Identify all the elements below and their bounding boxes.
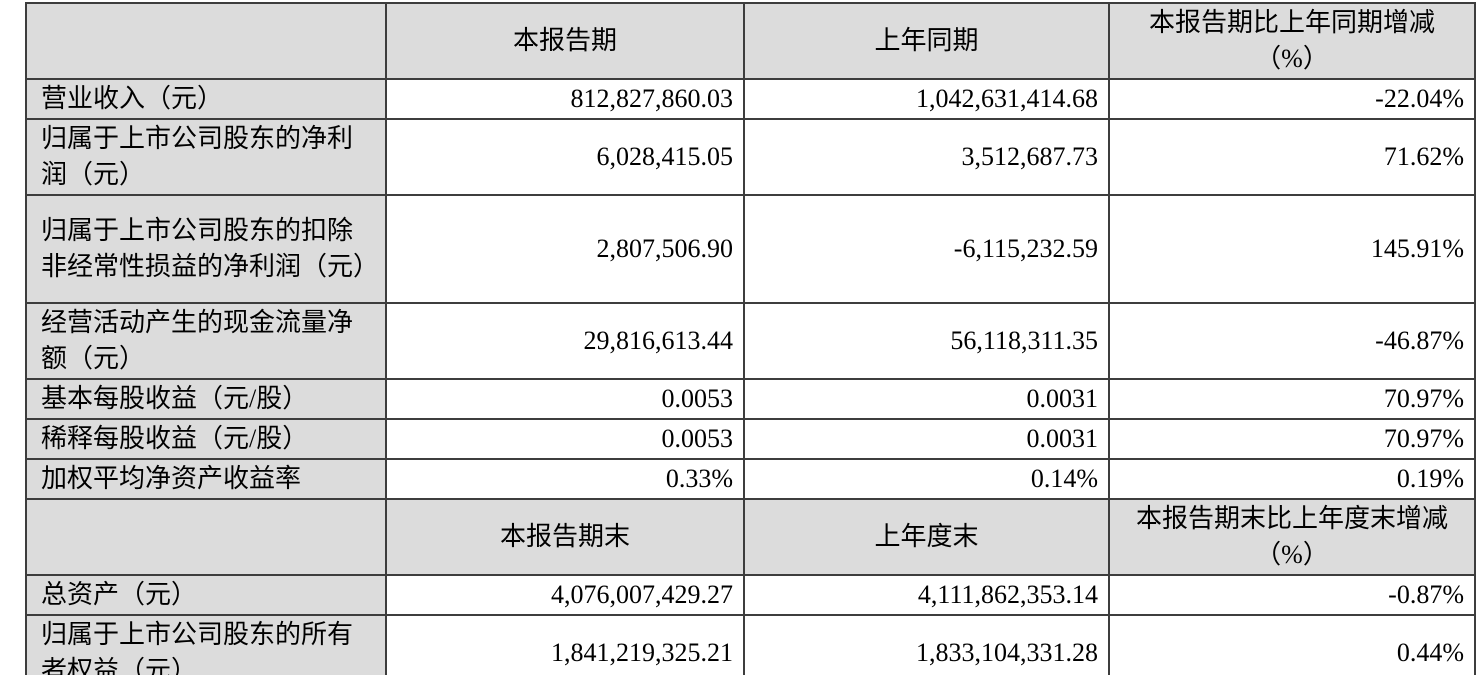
row-label: 经营活动产生的现金流量净额（元） bbox=[25, 302, 387, 380]
prior-value: 0.0031 bbox=[743, 418, 1110, 460]
current-value: 29,816,613.44 bbox=[385, 302, 745, 380]
row-label: 归属于上市公司股东的所有者权益（元） bbox=[25, 614, 387, 675]
prior-value: 4,111,862,353.14 bbox=[743, 574, 1110, 616]
prior-value: 0.14% bbox=[743, 458, 1110, 500]
row-label: 加权平均净资产收益率 bbox=[25, 458, 387, 500]
current-value: 0.0053 bbox=[385, 418, 745, 460]
header-period-end: 本报告期末 bbox=[385, 498, 745, 576]
financial-summary-table: 本报告期 上年同期 本报告期比上年同期增减 （%） 营业收入（元） 812,82… bbox=[25, 2, 1476, 675]
table-row-total-assets: 总资产（元） 4,076,007,429.27 4,111,862,353.14… bbox=[25, 574, 1476, 616]
row-label: 总资产（元） bbox=[25, 574, 387, 616]
prior-value: 1,833,104,331.28 bbox=[743, 614, 1110, 675]
current-value: 0.33% bbox=[385, 458, 745, 500]
prior-value: 3,512,687.73 bbox=[743, 118, 1110, 196]
table-row-net-profit: 归属于上市公司股东的净利润（元） 6,028,415.05 3,512,687.… bbox=[25, 118, 1476, 196]
prior-value: -6,115,232.59 bbox=[743, 194, 1110, 304]
table-row-operating-revenue: 营业收入（元） 812,827,860.03 1,042,631,414.68 … bbox=[25, 78, 1476, 120]
table-row-net-profit-excl-nonrecurring: 归属于上市公司股东的扣除非经常性损益的净利润（元） 2,807,506.90 -… bbox=[25, 194, 1476, 304]
table-row-equity-attributable-to-shareholders: 归属于上市公司股东的所有者权益（元） 1,841,219,325.21 1,83… bbox=[25, 614, 1476, 675]
change-value: 0.44% bbox=[1108, 614, 1476, 675]
change-value: 70.97% bbox=[1108, 418, 1476, 460]
section2-header-row: 本报告期末 上年度末 本报告期末比上年度末增减 （%） bbox=[25, 498, 1476, 576]
prior-value: 1,042,631,414.68 bbox=[743, 78, 1110, 120]
prior-value: 0.0031 bbox=[743, 378, 1110, 420]
change-value: -0.87% bbox=[1108, 574, 1476, 616]
table-row-operating-cash-flow: 经营活动产生的现金流量净额（元） 29,816,613.44 56,118,31… bbox=[25, 302, 1476, 380]
current-value: 2,807,506.90 bbox=[385, 194, 745, 304]
change-value: 0.19% bbox=[1108, 458, 1476, 500]
current-value: 812,827,860.03 bbox=[385, 78, 745, 120]
current-value: 4,076,007,429.27 bbox=[385, 574, 745, 616]
change-value: -46.87% bbox=[1108, 302, 1476, 380]
row-label: 营业收入（元） bbox=[25, 78, 387, 120]
header-change-pct: 本报告期比上年同期增减 （%） bbox=[1108, 2, 1476, 80]
change-value: 70.97% bbox=[1108, 378, 1476, 420]
header-prior-period: 上年同期 bbox=[743, 2, 1110, 80]
row-label: 归属于上市公司股东的扣除非经常性损益的净利润（元） bbox=[25, 194, 387, 304]
header-empty-cell bbox=[25, 498, 387, 576]
row-label: 基本每股收益（元/股） bbox=[25, 378, 387, 420]
change-value: 71.62% bbox=[1108, 118, 1476, 196]
table-row-basic-eps: 基本每股收益（元/股） 0.0053 0.0031 70.97% bbox=[25, 378, 1476, 420]
header-empty-cell bbox=[25, 2, 387, 80]
header-prior-year-end: 上年度末 bbox=[743, 498, 1110, 576]
current-value: 6,028,415.05 bbox=[385, 118, 745, 196]
prior-value: 56,118,311.35 bbox=[743, 302, 1110, 380]
table-row-diluted-eps: 稀释每股收益（元/股） 0.0053 0.0031 70.97% bbox=[25, 418, 1476, 460]
change-value: -22.04% bbox=[1108, 78, 1476, 120]
section1-header-row: 本报告期 上年同期 本报告期比上年同期增减 （%） bbox=[25, 2, 1476, 80]
row-label: 稀释每股收益（元/股） bbox=[25, 418, 387, 460]
header-current-period: 本报告期 bbox=[385, 2, 745, 80]
current-value: 0.0053 bbox=[385, 378, 745, 420]
change-value: 145.91% bbox=[1108, 194, 1476, 304]
table-row-weighted-avg-roe: 加权平均净资产收益率 0.33% 0.14% 0.19% bbox=[25, 458, 1476, 500]
row-label: 归属于上市公司股东的净利润（元） bbox=[25, 118, 387, 196]
header-end-change-pct: 本报告期末比上年度末增减 （%） bbox=[1108, 498, 1476, 576]
current-value: 1,841,219,325.21 bbox=[385, 614, 745, 675]
